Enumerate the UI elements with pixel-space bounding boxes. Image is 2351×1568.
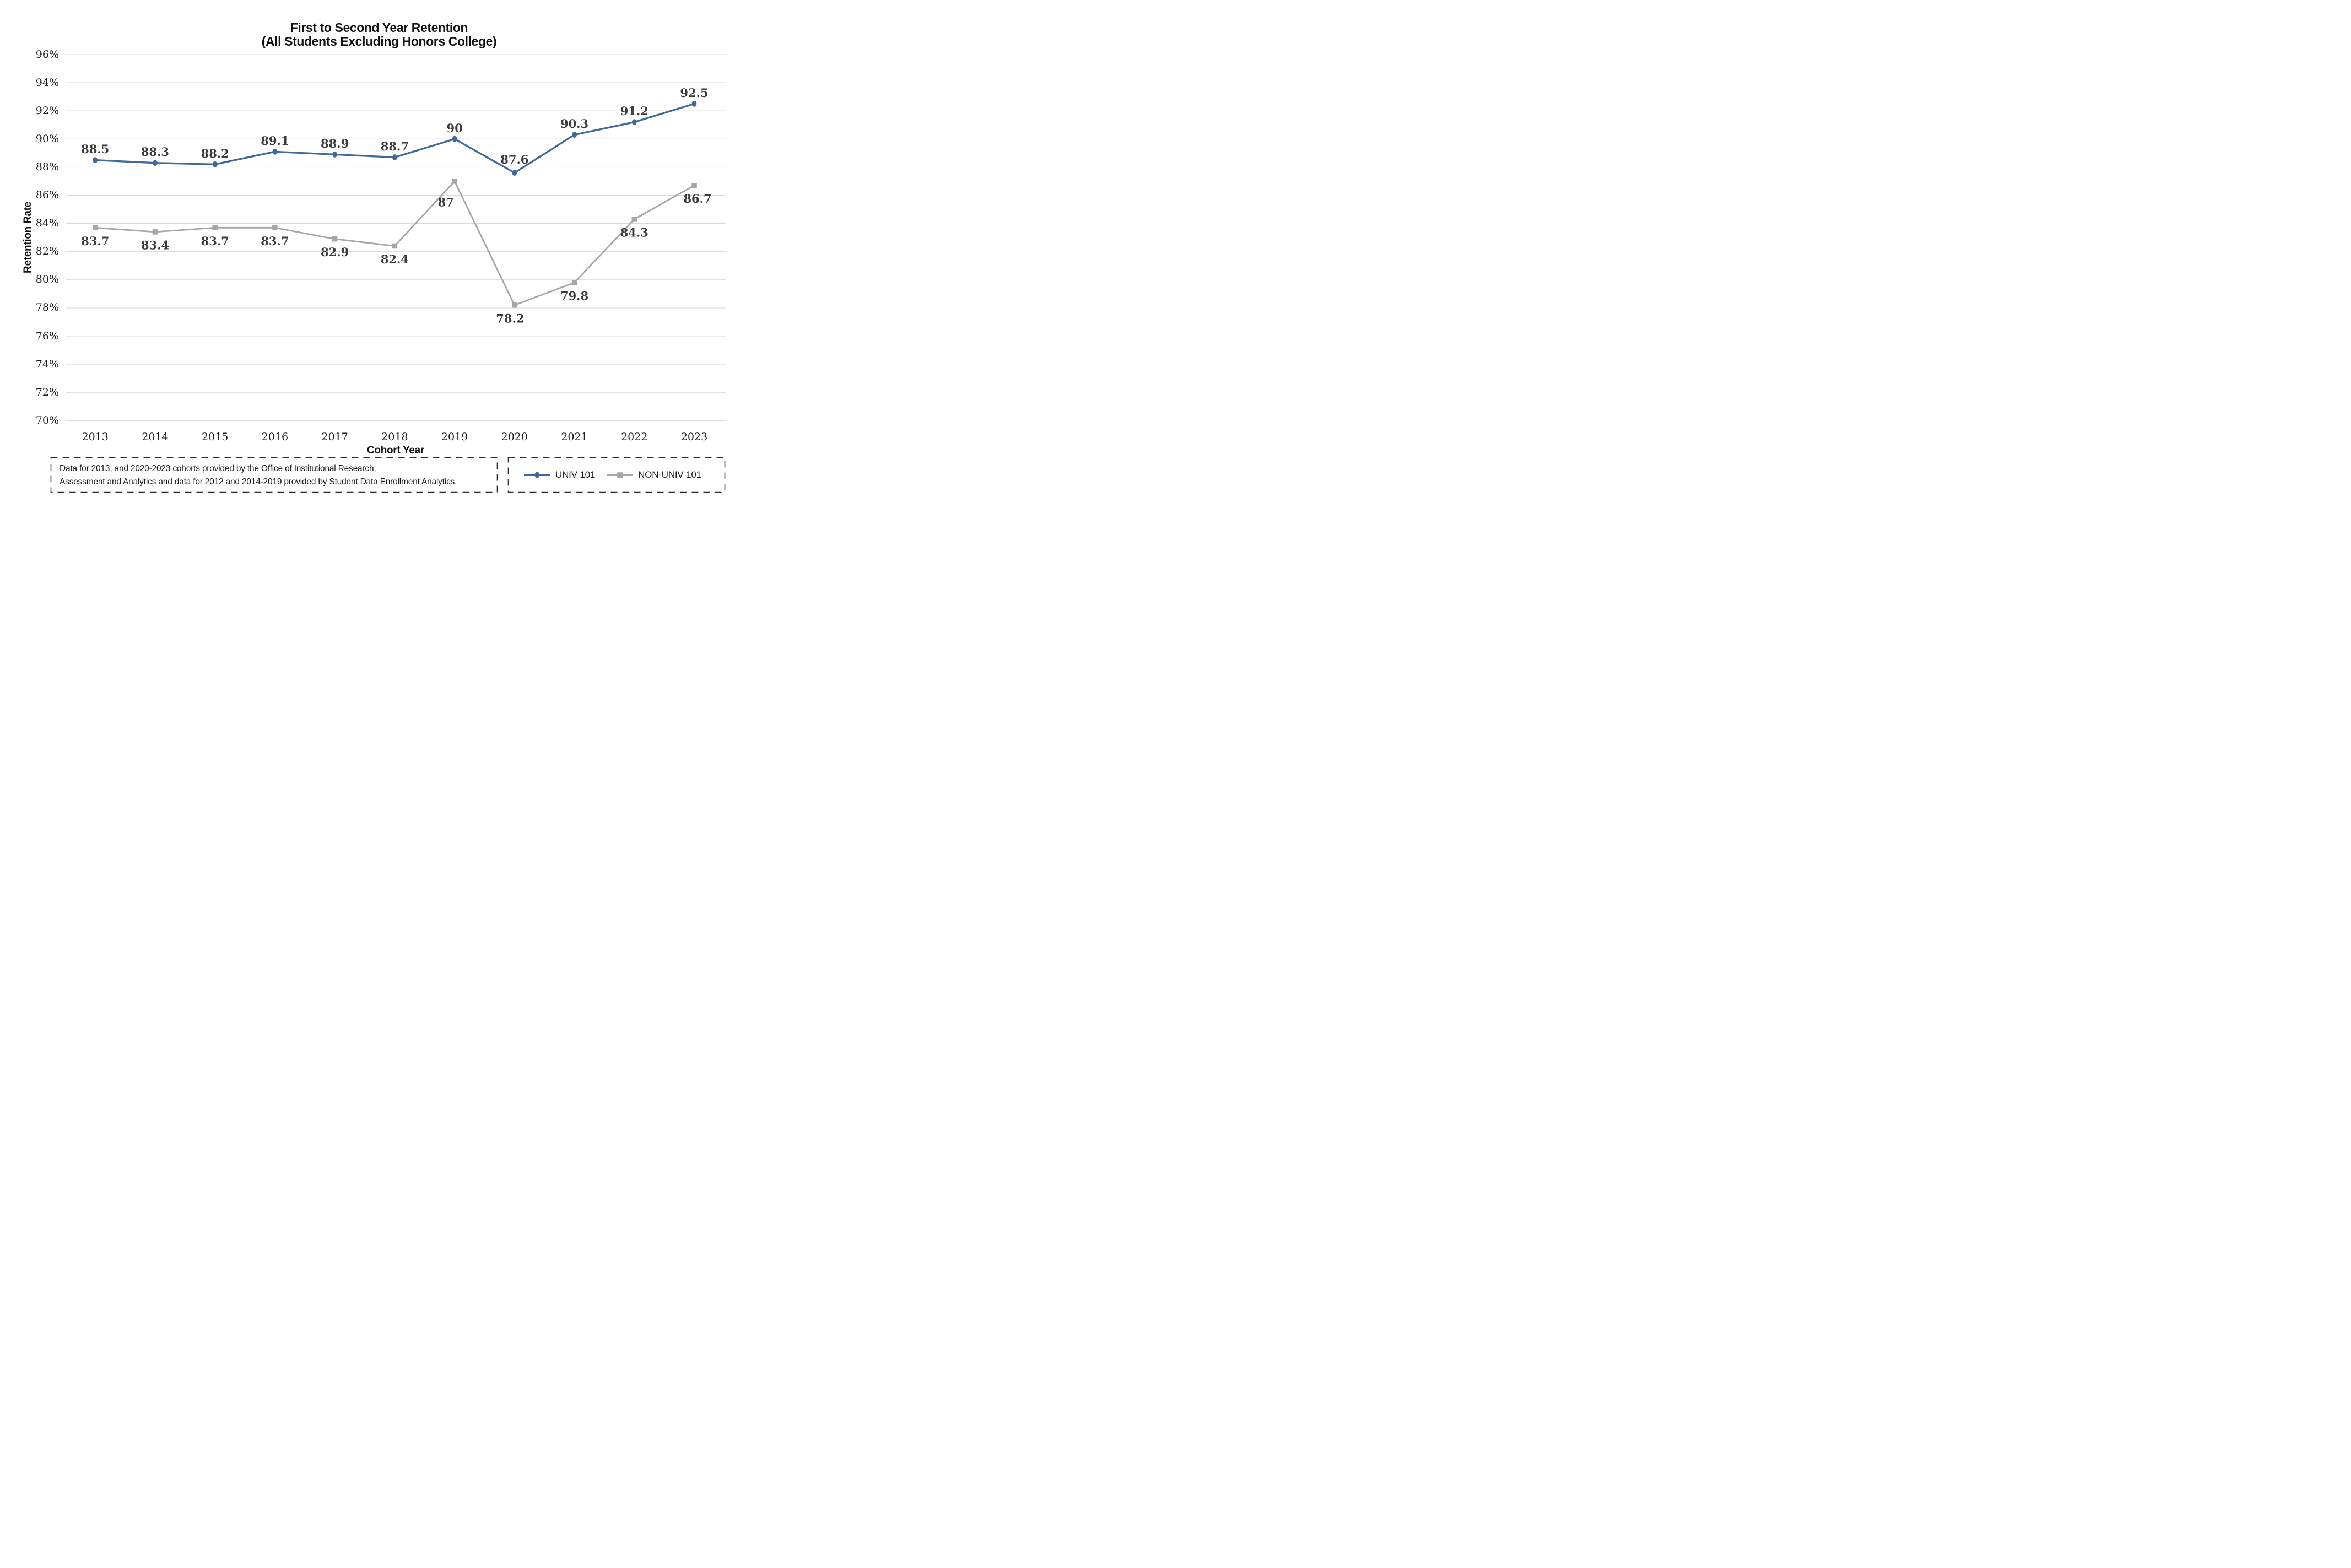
y-tick-label-82: 82% xyxy=(35,245,59,258)
univ101-point-2015 xyxy=(212,161,218,167)
non-univ101-point-2016 xyxy=(272,225,278,231)
x-tick-label-2021: 2021 xyxy=(561,431,588,443)
source-note: Data for 2013, and 2020-2023 cohorts pro… xyxy=(51,457,498,493)
data-label-non-univ-101-2014: 83.4 xyxy=(141,238,169,252)
retention-line-chart: 88.5 88.3 88.2 89.1 88.9 88.7 90 87.6 90.3 91.2 92… xyxy=(50,54,726,493)
non-univ101-point-2019 xyxy=(452,179,457,184)
non-univ101-point-2017 xyxy=(332,236,338,242)
data-label-non-univ-101-2022: 84.3 xyxy=(620,225,648,239)
data-label-non-univ-101-2017: 82.9 xyxy=(321,245,349,259)
retention-chart-page: First to Second Year Retention (All Stud… xyxy=(0,0,783,523)
x-tick-label-2017: 2017 xyxy=(321,431,348,443)
data-label-univ-101-2021: 90.3 xyxy=(560,117,588,131)
x-tick-label-2013: 2013 xyxy=(82,431,109,443)
data-label-non-univ-101-2020: 78.2 xyxy=(496,311,524,325)
data-label-non-univ-101-2019: 87 xyxy=(437,195,453,209)
y-tick-label-86: 86% xyxy=(35,189,59,201)
y-axis-title: Retention Rate xyxy=(22,202,34,273)
data-label-non-univ-101-2015: 83.7 xyxy=(201,234,229,248)
univ101-point-2019 xyxy=(452,136,457,142)
univ101-line-swatch xyxy=(524,472,550,478)
univ101-point-2018 xyxy=(392,154,397,160)
non-univ101-point-2015 xyxy=(212,225,218,231)
non-univ101-square-marker-icon xyxy=(617,472,623,478)
x-tick-label-2014: 2014 xyxy=(142,431,169,443)
univ101-point-2022 xyxy=(631,119,637,126)
data-label-univ-101-2023: 92.5 xyxy=(680,86,708,100)
x-tick-label-2022: 2022 xyxy=(621,431,648,443)
non-univ101-point-2018 xyxy=(392,243,398,249)
univ101-point-2016 xyxy=(272,148,278,155)
non-univ101-point-2020 xyxy=(512,302,517,308)
non-univ101-point-2023 xyxy=(691,182,697,188)
data-label-univ-101-2020: 87.6 xyxy=(500,153,528,166)
y-tick-label-96: 96% xyxy=(35,48,59,61)
chart-title-line1: First to Second Year Retention xyxy=(290,20,468,35)
y-tick-label-80: 80% xyxy=(35,273,59,286)
legend-label-non-univ101: NON-UNIV 101 xyxy=(638,469,701,480)
x-axis-title: Cohort Year xyxy=(366,445,425,456)
non-univ101-line xyxy=(94,180,695,306)
source-note-box-border xyxy=(50,457,498,493)
y-tick-label-84: 84% xyxy=(35,217,59,230)
data-label-univ-101-2013: 88.5 xyxy=(81,142,109,156)
univ101-point-2023 xyxy=(691,101,697,107)
univ101-point-2014 xyxy=(153,160,158,166)
legend-box-border xyxy=(507,457,726,493)
data-label-non-univ-101-2023: 86.7 xyxy=(683,192,711,206)
univ101-line xyxy=(94,102,695,174)
univ101-circle-marker-icon xyxy=(534,472,540,478)
source-note-line1: Data for 2013, and 2020-2023 cohorts pro… xyxy=(60,464,376,473)
univ101-point-2021 xyxy=(572,132,577,138)
x-tick-label-2015: 2015 xyxy=(201,431,229,443)
x-tick-label-2020: 2020 xyxy=(501,431,528,443)
legend: UNIV 101 NON-UNIV 101 xyxy=(508,457,725,493)
x-tick-label-2016: 2016 xyxy=(261,431,289,443)
y-tick-label-90: 90% xyxy=(35,132,59,145)
x-tick-label-2023: 2023 xyxy=(680,431,708,443)
data-label-univ-101-2014: 88.3 xyxy=(141,145,169,159)
data-label-univ-101-2018: 88.7 xyxy=(381,139,409,153)
data-label-non-univ-101-2016: 83.7 xyxy=(261,234,289,248)
source-note-line2: Assessment and Analytics and data for 20… xyxy=(60,477,457,486)
non-univ101-point-2022 xyxy=(631,217,637,222)
data-label-non-univ-101-2021: 79.8 xyxy=(560,289,588,302)
x-tick-label-2019: 2019 xyxy=(441,431,468,443)
y-tick-label-88: 88% xyxy=(35,160,59,173)
non-univ101-line-swatch xyxy=(607,472,634,478)
non-univ101-point-2013 xyxy=(92,225,98,231)
non-univ101-point-2021 xyxy=(571,280,577,285)
data-label-non-univ-101-2018: 82.4 xyxy=(381,252,409,266)
univ101-point-2013 xyxy=(93,157,98,164)
y-tick-label-92: 92% xyxy=(35,104,59,117)
y-tick-label-76: 76% xyxy=(35,329,59,342)
chart-title: First to Second Year Retention (All Stud… xyxy=(0,21,758,48)
y-tick-label-78: 78% xyxy=(35,301,59,314)
data-label-univ-101-2019: 90 xyxy=(446,121,462,135)
data-label-univ-101-2015: 88.2 xyxy=(201,147,229,160)
y-tick-label-72: 72% xyxy=(35,386,59,398)
data-label-univ-101-2022: 91.2 xyxy=(620,104,648,118)
data-label-univ-101-2016: 89.1 xyxy=(261,134,289,148)
legend-label-univ101: UNIV 101 xyxy=(555,469,596,480)
y-tick-label-70: 70% xyxy=(35,414,59,426)
legend-item-non-univ101: NON-UNIV 101 xyxy=(607,469,701,480)
univ101-point-2017 xyxy=(332,152,338,158)
x-tick-label-2018: 2018 xyxy=(381,431,408,443)
legend-item-univ101: UNIV 101 xyxy=(524,469,595,480)
y-tick-label-74: 74% xyxy=(35,358,59,370)
data-label-univ-101-2017: 88.9 xyxy=(321,137,349,150)
univ101-point-2020 xyxy=(512,170,517,176)
y-tick-label-94: 94% xyxy=(35,76,59,89)
non-univ101-point-2014 xyxy=(152,229,158,235)
data-label-non-univ-101-2013: 83.7 xyxy=(81,234,109,248)
chart-title-line2: (All Students Excluding Honors College) xyxy=(261,34,497,48)
